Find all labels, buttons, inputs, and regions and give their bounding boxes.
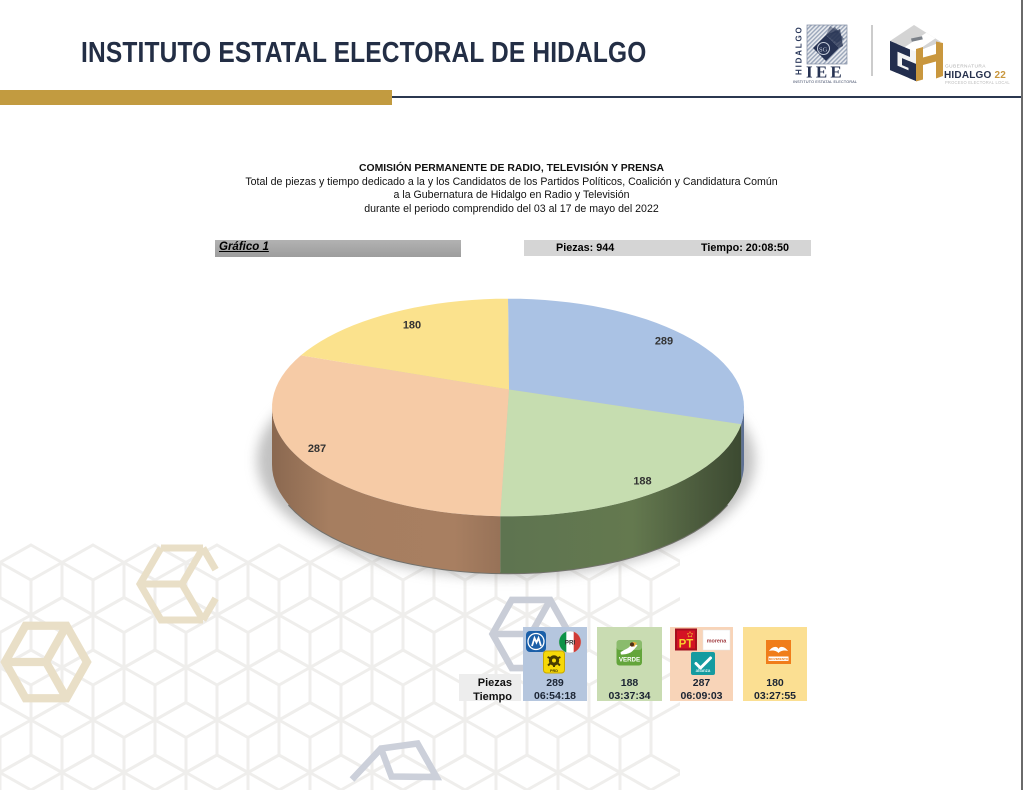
svg-text:SG: SG [819, 47, 828, 54]
svg-text:PROCESO ELECTORAL LOCAL: PROCESO ELECTORAL LOCAL [945, 80, 1010, 85]
svg-text:188: 188 [633, 476, 651, 488]
svg-text:HIDALGO 22: HIDALGO 22 [944, 70, 1006, 81]
svg-text:PT: PT [679, 639, 694, 651]
svg-text:289: 289 [655, 336, 673, 348]
svg-text:IEE: IEE [806, 63, 845, 82]
svg-text:GUBERNATURA: GUBERNATURA [945, 64, 986, 70]
svg-text:180: 180 [403, 319, 421, 331]
svg-text:morena: morena [707, 639, 727, 645]
svg-text:PRD: PRD [550, 669, 558, 673]
svg-text:VERDE: VERDE [619, 657, 640, 664]
svg-text:PRI: PRI [565, 640, 576, 647]
svg-text:INSTITUTO ESTATAL ELECTORAL: INSTITUTO ESTATAL ELECTORAL [793, 80, 857, 84]
svg-text:HIDALGO: HIDALGO [795, 26, 804, 76]
svg-text:287: 287 [308, 443, 326, 455]
svg-text:MOVIMIENTO: MOVIMIENTO [769, 657, 789, 661]
svg-text:alianza: alianza [696, 668, 711, 673]
